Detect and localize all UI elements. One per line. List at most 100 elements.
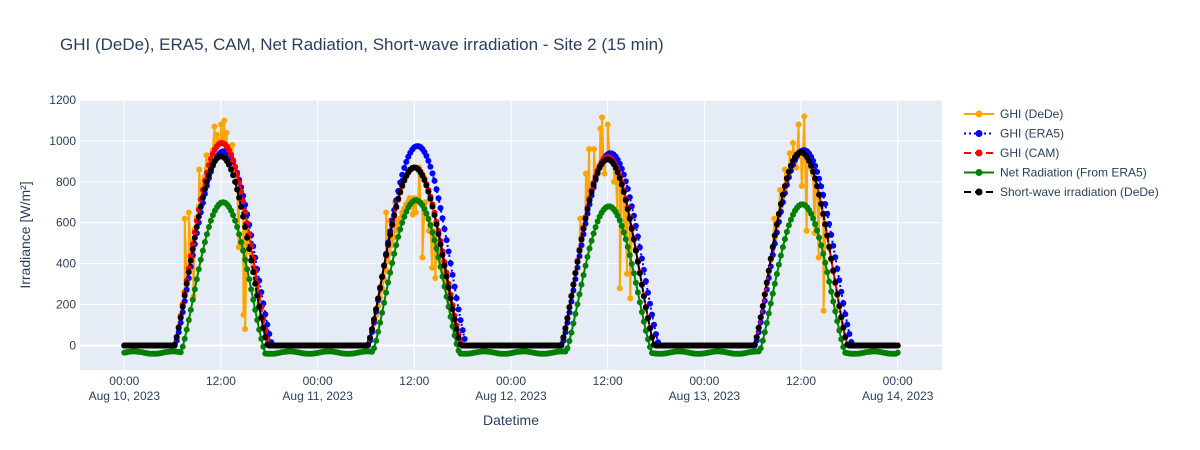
data-point bbox=[429, 203, 436, 210]
data-point bbox=[197, 203, 204, 210]
data-point bbox=[197, 256, 204, 263]
data-point bbox=[203, 152, 210, 159]
data-point bbox=[214, 131, 220, 138]
data-point bbox=[824, 232, 831, 239]
data-point bbox=[592, 175, 599, 182]
data-point bbox=[820, 250, 827, 257]
data-point bbox=[830, 298, 837, 305]
data-point bbox=[578, 236, 585, 243]
data-point bbox=[185, 317, 192, 323]
data-point bbox=[401, 213, 408, 220]
data-point bbox=[223, 129, 230, 136]
data-point bbox=[771, 280, 778, 287]
data-point bbox=[812, 221, 819, 228]
data-point bbox=[591, 146, 597, 153]
y-tick-label: 600 bbox=[56, 216, 76, 230]
data-point bbox=[191, 234, 198, 241]
series-layer bbox=[121, 113, 901, 357]
data-point bbox=[379, 273, 386, 280]
data-point bbox=[777, 200, 784, 207]
data-point bbox=[375, 328, 382, 335]
data-point bbox=[590, 230, 597, 237]
data-point bbox=[558, 341, 565, 348]
data-point bbox=[830, 267, 837, 274]
data-point bbox=[616, 285, 623, 292]
data-point bbox=[572, 310, 579, 317]
data-point bbox=[445, 248, 452, 255]
data-point bbox=[649, 311, 655, 318]
data-point bbox=[630, 236, 637, 243]
data-point bbox=[191, 286, 198, 293]
data-point bbox=[381, 299, 388, 306]
data-point bbox=[801, 113, 808, 120]
legend-item[interactable]: GHI (CAM) bbox=[964, 146, 1059, 160]
data-point bbox=[755, 324, 762, 331]
legend-item[interactable]: Net Radiation (From ERA5) bbox=[964, 166, 1147, 180]
data-point bbox=[429, 264, 436, 271]
data-point bbox=[187, 306, 194, 313]
x-tick-date-label: Aug 14, 2023 bbox=[862, 389, 934, 403]
data-point bbox=[431, 237, 438, 244]
data-point bbox=[626, 252, 633, 259]
data-point bbox=[586, 146, 593, 153]
data-point bbox=[264, 321, 271, 328]
legend[interactable]: GHI (DeDe) GHI (ERA5) GHI (CAM) Net Radiati… bbox=[964, 107, 1159, 199]
y-axis-title: Irradiance [W/m²] bbox=[17, 181, 33, 288]
data-point bbox=[601, 170, 608, 177]
data-point bbox=[250, 269, 257, 276]
data-point bbox=[834, 291, 841, 298]
data-point bbox=[443, 237, 450, 244]
data-point bbox=[824, 269, 831, 276]
data-point bbox=[767, 300, 774, 307]
legend-item[interactable]: Short-wave irradiation (DeDe) bbox=[964, 185, 1159, 199]
data-point bbox=[785, 222, 792, 229]
data-point bbox=[435, 195, 442, 202]
data-point bbox=[449, 271, 456, 278]
data-point bbox=[171, 341, 178, 348]
data-point bbox=[757, 314, 764, 321]
data-point bbox=[586, 245, 593, 252]
data-point bbox=[578, 281, 585, 288]
data-point bbox=[594, 169, 601, 176]
data-point bbox=[457, 317, 464, 324]
legend-swatch-marker bbox=[975, 188, 983, 196]
data-point bbox=[373, 337, 380, 344]
data-point bbox=[798, 182, 805, 189]
data-point bbox=[795, 121, 802, 128]
data-point bbox=[205, 172, 212, 179]
data-point bbox=[181, 335, 188, 342]
data-point bbox=[240, 213, 247, 220]
data-point bbox=[234, 186, 241, 193]
data-point bbox=[185, 269, 192, 276]
data-point bbox=[447, 295, 454, 302]
data-point bbox=[599, 114, 605, 121]
data-point bbox=[647, 300, 653, 307]
y-tick-label: 0 bbox=[69, 338, 76, 352]
data-point bbox=[612, 164, 619, 171]
data-point bbox=[820, 210, 827, 217]
data-point bbox=[638, 281, 645, 288]
data-point bbox=[248, 257, 255, 264]
data-point bbox=[425, 188, 432, 195]
data-point bbox=[381, 262, 388, 269]
data-point bbox=[451, 283, 458, 290]
data-point bbox=[832, 308, 839, 315]
data-point bbox=[894, 342, 901, 349]
data-point bbox=[432, 275, 439, 281]
data-point bbox=[375, 295, 382, 302]
legend-item[interactable]: GHI (ERA5) bbox=[964, 127, 1064, 141]
data-point bbox=[632, 279, 639, 286]
data-point bbox=[628, 225, 635, 232]
data-point bbox=[461, 336, 468, 342]
x-tick-label: 12:00 bbox=[593, 374, 623, 388]
data-point bbox=[235, 244, 242, 251]
data-point bbox=[401, 164, 408, 171]
data-point bbox=[765, 267, 772, 274]
data-point bbox=[761, 291, 768, 298]
data-point bbox=[244, 266, 251, 273]
legend-item[interactable]: GHI (DeDe) bbox=[964, 107, 1063, 121]
data-point bbox=[395, 195, 402, 202]
data-point bbox=[179, 303, 186, 310]
data-point bbox=[761, 329, 768, 336]
